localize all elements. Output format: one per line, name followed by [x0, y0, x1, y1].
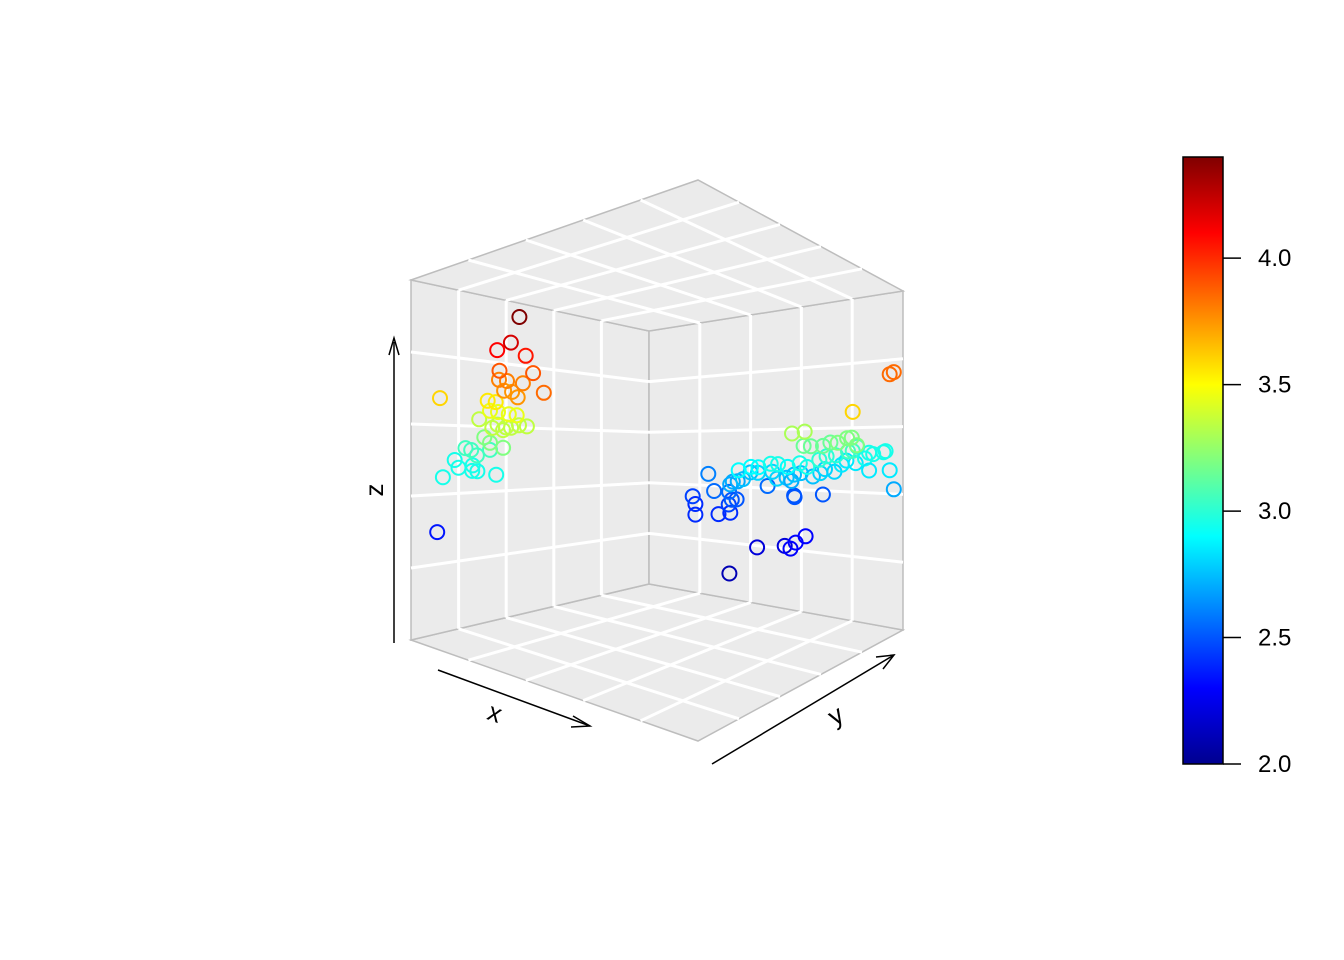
z-axis-label: z: [359, 484, 389, 497]
colorbar-tick-label: 3.5: [1258, 372, 1291, 399]
x-axis-label: x: [484, 696, 506, 729]
colorbar-gradient: [1183, 157, 1223, 764]
colorbar-tick-label: 2.5: [1258, 625, 1291, 652]
colorbar: 2.0 2.5 3.0 3.5 4.0: [1183, 157, 1291, 778]
colorbar-tick-label: 4.0: [1258, 245, 1291, 272]
axis-z: z: [359, 338, 399, 643]
colorbar-ticks: 2.0 2.5 3.0 3.5 4.0: [1223, 245, 1291, 778]
chart-box: [411, 180, 903, 741]
colorbar-tick-label: 2.0: [1258, 751, 1291, 778]
colorbar-tick-label: 3.0: [1258, 498, 1291, 525]
y-axis-label: y: [822, 699, 848, 731]
